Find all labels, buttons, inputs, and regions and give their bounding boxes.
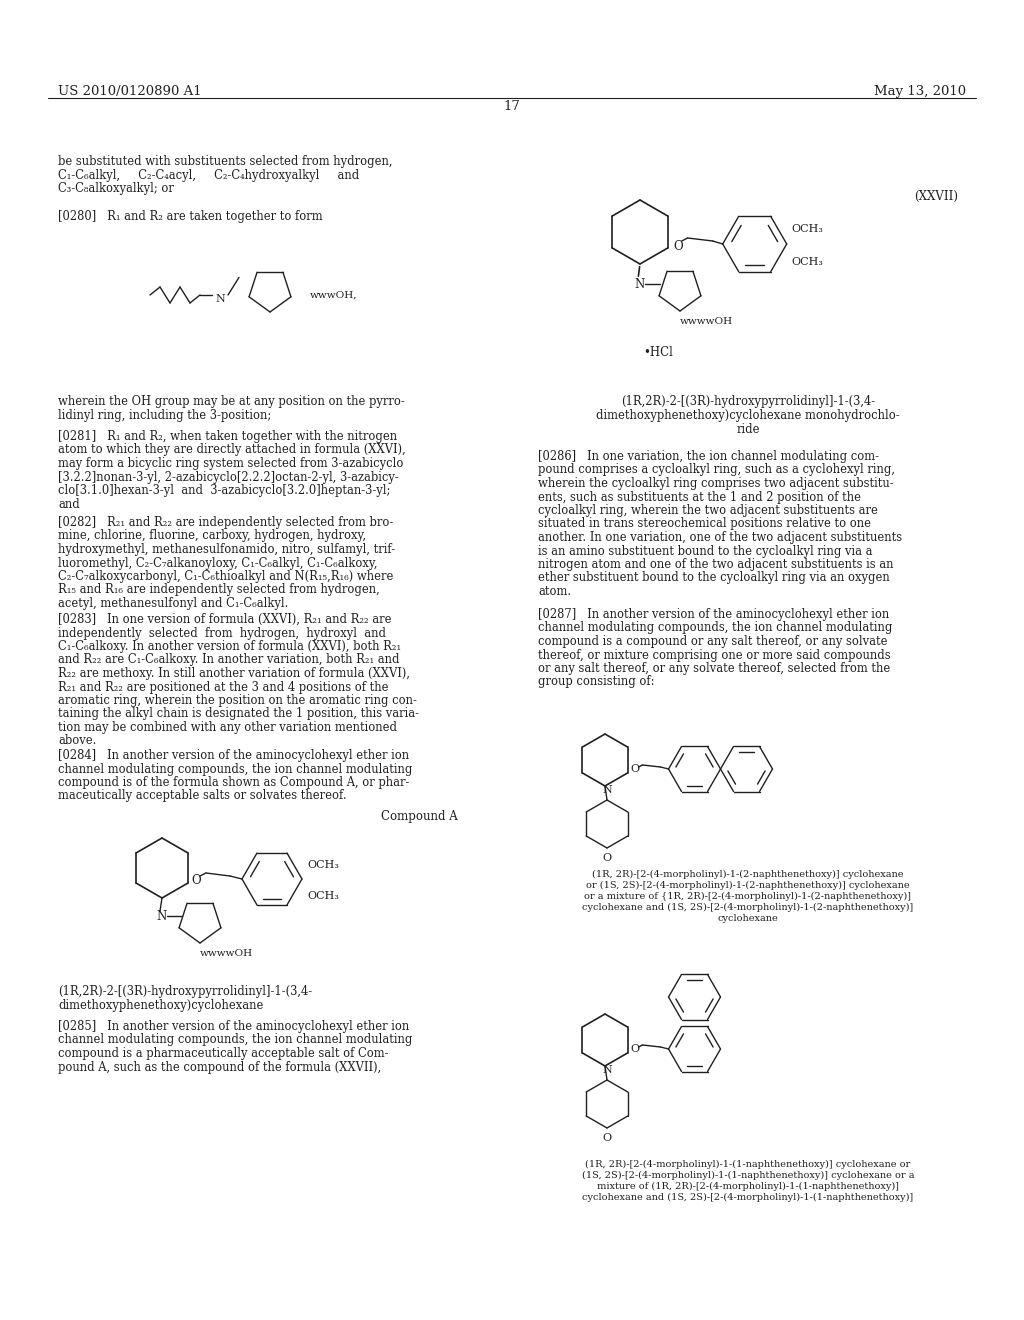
Text: cycloalkyl ring, wherein the two adjacent substituents are: cycloalkyl ring, wherein the two adjacen… [538, 504, 878, 517]
Text: dimethoxyphenethoxy)cyclohexane monohydrochlo-: dimethoxyphenethoxy)cyclohexane monohydr… [596, 409, 900, 422]
Text: wwwwOH: wwwwOH [200, 949, 253, 958]
Text: C₁-C₆alkyl,     C₂-C₄acyl,     C₂-C₄hydroxyalkyl     and: C₁-C₆alkyl, C₂-C₄acyl, C₂-C₄hydroxyalkyl… [58, 169, 359, 181]
Text: [0285]   In another version of the aminocyclohexyl ether ion: [0285] In another version of the aminocy… [58, 1020, 410, 1034]
Text: mine, chlorine, fluorine, carboxy, hydrogen, hydroxy,: mine, chlorine, fluorine, carboxy, hydro… [58, 529, 367, 543]
Text: independently  selected  from  hydrogen,  hydroxyl  and: independently selected from hydrogen, hy… [58, 627, 386, 639]
Text: N: N [635, 277, 645, 290]
Text: mixture of (1R, 2R)-[2-(4-morpholinyl)-1-(1-naphthenethoxy)]: mixture of (1R, 2R)-[2-(4-morpholinyl)-1… [597, 1181, 899, 1191]
Text: another. In one variation, one of the two adjacent substituents: another. In one variation, one of the tw… [538, 531, 902, 544]
Text: (1R,2R)-2-[(3R)-hydroxypyrrolidinyl]-1-(3,4-: (1R,2R)-2-[(3R)-hydroxypyrrolidinyl]-1-(… [621, 395, 876, 408]
Text: Compound A: Compound A [381, 810, 458, 822]
Text: OCH₃: OCH₃ [307, 891, 339, 902]
Text: C₂-C₇alkoxycarbonyl, C₁-C₆thioalkyl and N(R₁₅,R₁₆) where: C₂-C₇alkoxycarbonyl, C₁-C₆thioalkyl and … [58, 570, 393, 583]
Text: O: O [630, 1044, 639, 1053]
Text: O: O [602, 1133, 611, 1143]
Text: nitrogen atom and one of the two adjacent substituents is an: nitrogen atom and one of the two adjacen… [538, 558, 894, 572]
Text: (1R, 2R)-[2-(4-morpholinyl)-1-(2-naphthenethoxy)] cyclohexane: (1R, 2R)-[2-(4-morpholinyl)-1-(2-naphthe… [592, 870, 904, 879]
Text: [0281]   R₁ and R₂, when taken together with the nitrogen: [0281] R₁ and R₂, when taken together wi… [58, 430, 397, 444]
Text: (1S, 2S)-[2-(4-morpholinyl)-1-(1-naphthenethoxy)] cyclohexane or a: (1S, 2S)-[2-(4-morpholinyl)-1-(1-naphthe… [582, 1171, 914, 1180]
Text: ents, such as substituents at the 1 and 2 position of the: ents, such as substituents at the 1 and … [538, 491, 861, 503]
Text: group consisting of:: group consisting of: [538, 676, 654, 689]
Text: cyclohexane and (1S, 2S)-[2-(4-morpholinyl)-1-(2-naphthenethoxy)]: cyclohexane and (1S, 2S)-[2-(4-morpholin… [583, 903, 913, 912]
Text: acetyl, methanesulfonyl and C₁-C₆alkyl.: acetyl, methanesulfonyl and C₁-C₆alkyl. [58, 597, 289, 610]
Text: (1R, 2R)-[2-(4-morpholinyl)-1-(1-naphthenethoxy)] cyclohexane or: (1R, 2R)-[2-(4-morpholinyl)-1-(1-naphthe… [586, 1160, 910, 1170]
Text: [0287]   In another version of the aminocyclohexyl ether ion: [0287] In another version of the aminocy… [538, 609, 889, 620]
Text: wwwOH,: wwwOH, [310, 290, 357, 300]
Text: channel modulating compounds, the ion channel modulating: channel modulating compounds, the ion ch… [58, 763, 413, 776]
Text: (1R,2R)-2-[(3R)-hydroxypyrrolidinyl]-1-(3,4-: (1R,2R)-2-[(3R)-hydroxypyrrolidinyl]-1-(… [58, 985, 312, 998]
Text: or a mixture of {1R, 2R)-[2-(4-morpholinyl)-1-(2-naphthenethoxy)]: or a mixture of {1R, 2R)-[2-(4-morpholin… [585, 892, 911, 902]
Text: and: and [58, 498, 80, 511]
Text: R₁₅ and R₁₆ are independently selected from hydrogen,: R₁₅ and R₁₆ are independently selected f… [58, 583, 380, 597]
Text: or (1S, 2S)-[2-(4-morpholinyl)-1-(2-naphthenethoxy)] cyclohexane: or (1S, 2S)-[2-(4-morpholinyl)-1-(2-naph… [586, 880, 909, 890]
Text: 17: 17 [504, 100, 520, 114]
Text: US 2010/0120890 A1: US 2010/0120890 A1 [58, 84, 202, 98]
Text: atom to which they are directly attached in formula (XXVI),: atom to which they are directly attached… [58, 444, 406, 457]
Text: or any salt thereof, or any solvate thereof, selected from the: or any salt thereof, or any solvate ther… [538, 663, 890, 675]
Text: and R₂₂ are C₁-C₆alkoxy. In another variation, both R₂₁ and: and R₂₂ are C₁-C₆alkoxy. In another vari… [58, 653, 399, 667]
Text: wwwwOH: wwwwOH [680, 317, 733, 326]
Text: is an amino substituent bound to the cycloalkyl ring via a: is an amino substituent bound to the cyc… [538, 544, 872, 557]
Text: [0286]   In one variation, the ion channel modulating com-: [0286] In one variation, the ion channel… [538, 450, 879, 463]
Text: channel modulating compounds, the ion channel modulating: channel modulating compounds, the ion ch… [58, 1034, 413, 1047]
Text: clo[3.1.0]hexan-3-yl  and  3-azabicyclo[3.2.0]heptan-3-yl;: clo[3.1.0]hexan-3-yl and 3-azabicyclo[3.… [58, 484, 390, 498]
Text: (XXVII): (XXVII) [914, 190, 958, 203]
Text: maceutically acceptable salts or solvates thereof.: maceutically acceptable salts or solvate… [58, 789, 347, 803]
Text: O: O [673, 239, 683, 252]
Text: N: N [157, 909, 167, 923]
Text: channel modulating compounds, the ion channel modulating: channel modulating compounds, the ion ch… [538, 622, 892, 635]
Text: atom.: atom. [538, 585, 571, 598]
Text: cyclohexane and (1S, 2S)-[2-(4-morpholinyl)-1-(1-naphthenethoxy)]: cyclohexane and (1S, 2S)-[2-(4-morpholin… [583, 1193, 913, 1203]
Text: [0283]   In one version of formula (XXVI), R₂₁ and R₂₂ are: [0283] In one version of formula (XXVI),… [58, 612, 391, 626]
Text: O: O [630, 764, 639, 774]
Text: wherein the OH group may be at any position on the pyrro-: wherein the OH group may be at any posit… [58, 395, 404, 408]
Text: dimethoxyphenethoxy)cyclohexane: dimethoxyphenethoxy)cyclohexane [58, 999, 263, 1012]
Text: tion may be combined with any other variation mentioned: tion may be combined with any other vari… [58, 721, 397, 734]
Text: C₃-C₈alkoxyalkyl; or: C₃-C₈alkoxyalkyl; or [58, 182, 174, 195]
Text: may form a bicyclic ring system selected from 3-azabicyclo: may form a bicyclic ring system selected… [58, 457, 403, 470]
Text: OCH₃: OCH₃ [792, 257, 823, 267]
Text: compound is a compound or any salt thereof, or any solvate: compound is a compound or any salt there… [538, 635, 888, 648]
Text: R₂₂ are methoxy. In still another variation of formula (XXVI),: R₂₂ are methoxy. In still another variat… [58, 667, 410, 680]
Text: ether substituent bound to the cycloalkyl ring via an oxygen: ether substituent bound to the cycloalky… [538, 572, 890, 585]
Text: compound is a pharmaceutically acceptable salt of Com-: compound is a pharmaceutically acceptabl… [58, 1047, 388, 1060]
Text: pound comprises a cycloalkyl ring, such as a cyclohexyl ring,: pound comprises a cycloalkyl ring, such … [538, 463, 895, 477]
Text: [0282]   R₂₁ and R₂₂ are independently selected from bro-: [0282] R₂₁ and R₂₂ are independently sel… [58, 516, 393, 529]
Text: be substituted with substituents selected from hydrogen,: be substituted with substituents selecte… [58, 154, 392, 168]
Text: cyclohexane: cyclohexane [718, 913, 778, 923]
Text: N: N [602, 1065, 612, 1074]
Text: above.: above. [58, 734, 96, 747]
Text: O: O [191, 874, 201, 887]
Text: •HCl: •HCl [643, 346, 673, 359]
Text: N: N [602, 785, 612, 795]
Text: R₂₁ and R₂₂ are positioned at the 3 and 4 positions of the: R₂₁ and R₂₂ are positioned at the 3 and … [58, 681, 388, 693]
Text: taining the alkyl chain is designated the 1 position, this varia-: taining the alkyl chain is designated th… [58, 708, 419, 721]
Text: luoromethyl, C₂-C₇alkanoyloxy, C₁-C₆alkyl, C₁-C₆alkoxy,: luoromethyl, C₂-C₇alkanoyloxy, C₁-C₆alky… [58, 557, 378, 569]
Text: [3.2.2]nonan-3-yl, 2-azabicyclo[2.2.2]octan-2-yl, 3-azabicy-: [3.2.2]nonan-3-yl, 2-azabicyclo[2.2.2]oc… [58, 470, 398, 483]
Text: [0284]   In another version of the aminocyclohexyl ether ion: [0284] In another version of the aminocy… [58, 748, 410, 762]
Text: situated in trans stereochemical positions relative to one: situated in trans stereochemical positio… [538, 517, 871, 531]
Text: O: O [602, 853, 611, 863]
Text: compound is of the formula shown as Compound A, or phar-: compound is of the formula shown as Comp… [58, 776, 410, 789]
Text: wherein the cycloalkyl ring comprises two adjacent substitu-: wherein the cycloalkyl ring comprises tw… [538, 477, 894, 490]
Text: OCH₃: OCH₃ [792, 224, 823, 234]
Text: OCH₃: OCH₃ [307, 861, 339, 870]
Text: hydroxymethyl, methanesulfonamido, nitro, sulfamyl, trif-: hydroxymethyl, methanesulfonamido, nitro… [58, 543, 395, 556]
Text: pound A, such as the compound of the formula (XXVII),: pound A, such as the compound of the for… [58, 1060, 381, 1073]
Text: May 13, 2010: May 13, 2010 [873, 84, 966, 98]
Text: ride: ride [736, 422, 760, 436]
Text: thereof, or mixture comprising one or more said compounds: thereof, or mixture comprising one or mo… [538, 648, 891, 661]
Text: [0280]   R₁ and R₂ are taken together to form: [0280] R₁ and R₂ are taken together to f… [58, 210, 323, 223]
Text: N: N [215, 294, 225, 304]
Text: C₁-C₆alkoxy. In another version of formula (XXVI), both R₂₁: C₁-C₆alkoxy. In another version of formu… [58, 640, 401, 653]
Text: aromatic ring, wherein the position on the aromatic ring con-: aromatic ring, wherein the position on t… [58, 694, 417, 708]
Text: lidinyl ring, including the 3-position;: lidinyl ring, including the 3-position; [58, 408, 271, 421]
